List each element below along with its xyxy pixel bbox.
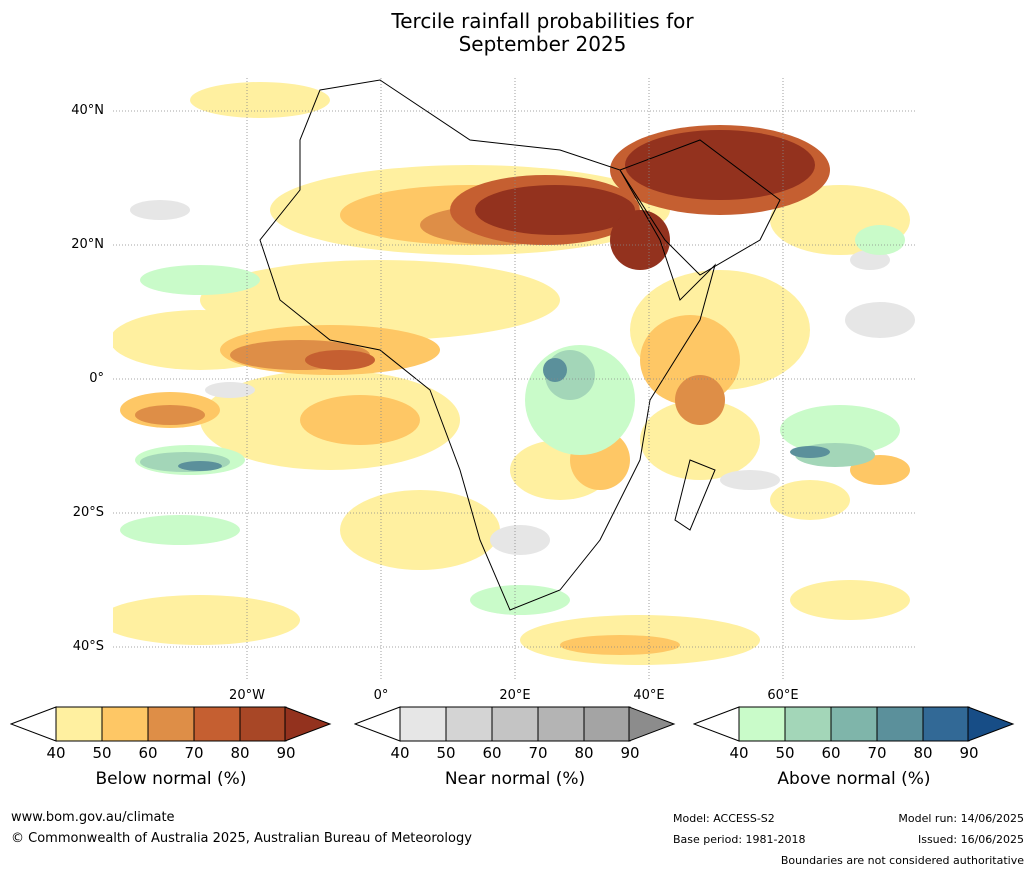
colorbar-above-normal	[693, 706, 1015, 742]
footer-model: Model: ACCESS-S2	[673, 812, 775, 825]
tick: 60	[821, 744, 841, 762]
tick: 90	[959, 744, 979, 762]
colorbar-swatch	[876, 706, 924, 742]
tick: 70	[528, 744, 548, 762]
lat-label-40s: 40°S	[72, 639, 104, 654]
colorbar-below-low-arrow	[10, 706, 57, 742]
tick: 60	[482, 744, 502, 762]
tick: 90	[620, 744, 640, 762]
footer-disclaimer: Boundaries are not considered authoritat…	[780, 854, 1024, 867]
lon-label-40e: 40°E	[633, 688, 665, 703]
tick: 90	[276, 744, 296, 762]
colorbar-near-swatches	[399, 706, 631, 742]
colorbar-swatch	[537, 706, 585, 742]
title-line-1: Tercile rainfall probabilities for	[391, 9, 694, 33]
footer-base-period: Base period: 1981-2018	[673, 833, 806, 846]
footer-website: www.bom.gov.au/climate	[11, 810, 175, 825]
colorbar-above-swatches	[738, 706, 970, 742]
colorbar-swatch	[922, 706, 970, 742]
colorbar-above-label: Above normal (%)	[777, 769, 931, 789]
colorbar-swatch	[445, 706, 493, 742]
colorbar-above-low-arrow	[693, 706, 740, 742]
lat-label-20s: 20°S	[72, 505, 104, 520]
lat-label-0: 0°	[89, 371, 104, 386]
colorbar-swatch	[491, 706, 539, 742]
colorbar-swatch	[101, 706, 149, 742]
tick: 80	[574, 744, 594, 762]
tick: 40	[390, 744, 410, 762]
colorbar-swatch	[583, 706, 631, 742]
lon-label-20w: 20°W	[229, 688, 265, 703]
lon-label-60e: 60°E	[767, 688, 799, 703]
colorbar-near-high-arrow	[628, 706, 676, 742]
colorbar-below-normal	[10, 706, 332, 742]
lat-label-20n: 20°N	[71, 237, 104, 252]
colorbar-near-low-arrow	[354, 706, 401, 742]
tick: 60	[138, 744, 158, 762]
colorbar-swatch	[830, 706, 878, 742]
colorbar-below-swatches	[55, 706, 287, 742]
colorbar-below-high-arrow	[284, 706, 332, 742]
tick: 70	[867, 744, 887, 762]
map-title: Tercile rainfall probabilities for Septe…	[0, 10, 1035, 56]
lat-label-40n: 40°N	[71, 103, 104, 118]
colorbar-swatch	[55, 706, 103, 742]
tick: 80	[913, 744, 933, 762]
tick: 70	[184, 744, 204, 762]
tick: 40	[46, 744, 66, 762]
colorbar-swatch	[399, 706, 447, 742]
colorbar-swatch	[193, 706, 241, 742]
colorbar-swatch	[738, 706, 786, 742]
lon-label-20e: 20°E	[499, 688, 531, 703]
footer-issued: Issued: 16/06/2025	[917, 833, 1024, 846]
title-line-2: September 2025	[458, 32, 627, 56]
footer-model-run: Model run: 14/06/2025	[898, 812, 1024, 825]
colorbar-swatch	[239, 706, 287, 742]
colorbar-below-label: Below normal (%)	[95, 769, 247, 789]
map-field	[113, 78, 917, 680]
colorbar-near-label: Near normal (%)	[444, 769, 586, 789]
lon-label-0: 0°	[373, 688, 389, 703]
colorbar-near-normal	[354, 706, 676, 742]
colorbar-above-high-arrow	[967, 706, 1015, 742]
tick: 80	[230, 744, 250, 762]
tick: 50	[436, 744, 456, 762]
tick: 50	[775, 744, 795, 762]
tick: 40	[729, 744, 749, 762]
tick: 50	[92, 744, 112, 762]
colorbar-swatch	[784, 706, 832, 742]
footer-copyright: © Commonwealth of Australia 2025, Austra…	[11, 831, 472, 846]
colorbar-swatch	[147, 706, 195, 742]
